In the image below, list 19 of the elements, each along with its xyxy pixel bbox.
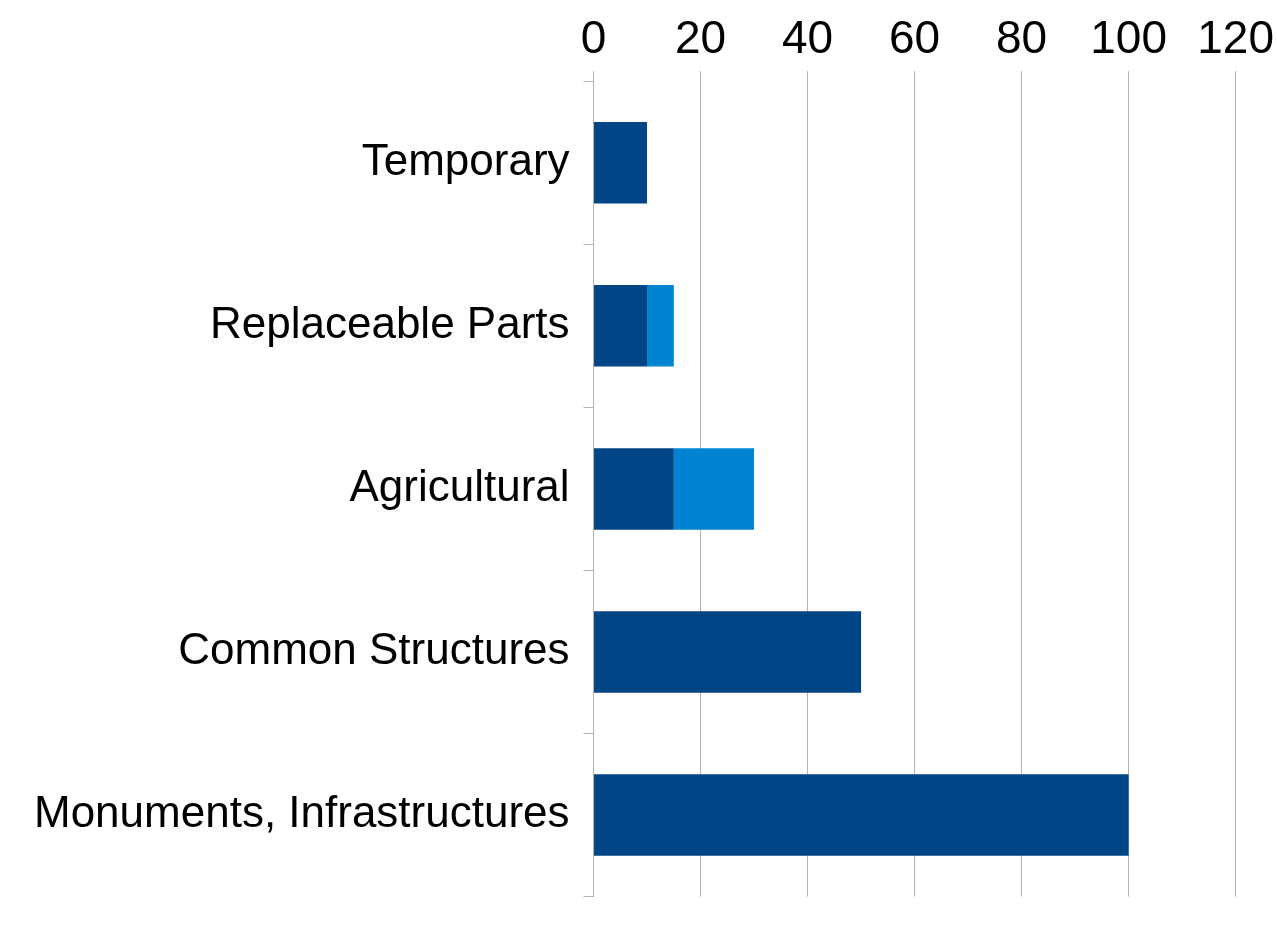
y-tick-label: Common Structures: [178, 624, 570, 674]
y-tick-label: Agricultural: [349, 461, 570, 511]
y-tick-label: Replaceable Parts: [209, 297, 570, 347]
bar: [594, 285, 648, 367]
bar: [647, 285, 674, 367]
x-tick-label: 60: [889, 11, 941, 64]
x-tick-label: 0: [580, 11, 607, 64]
x-tick-label: 40: [781, 11, 834, 64]
bar: [594, 774, 1129, 856]
bar: [594, 448, 674, 530]
x-tick-label: 120: [1197, 11, 1274, 64]
bar: [594, 611, 862, 693]
y-tick-label: Monuments, Infrastructures: [33, 787, 570, 837]
bar: [673, 448, 755, 530]
x-tick-label: 80: [996, 11, 1048, 64]
y-tick-label: Temporary: [361, 134, 570, 184]
x-tick-label: 100: [1090, 11, 1167, 64]
bar: [594, 121, 648, 204]
x-tick-label: 20: [674, 11, 727, 64]
